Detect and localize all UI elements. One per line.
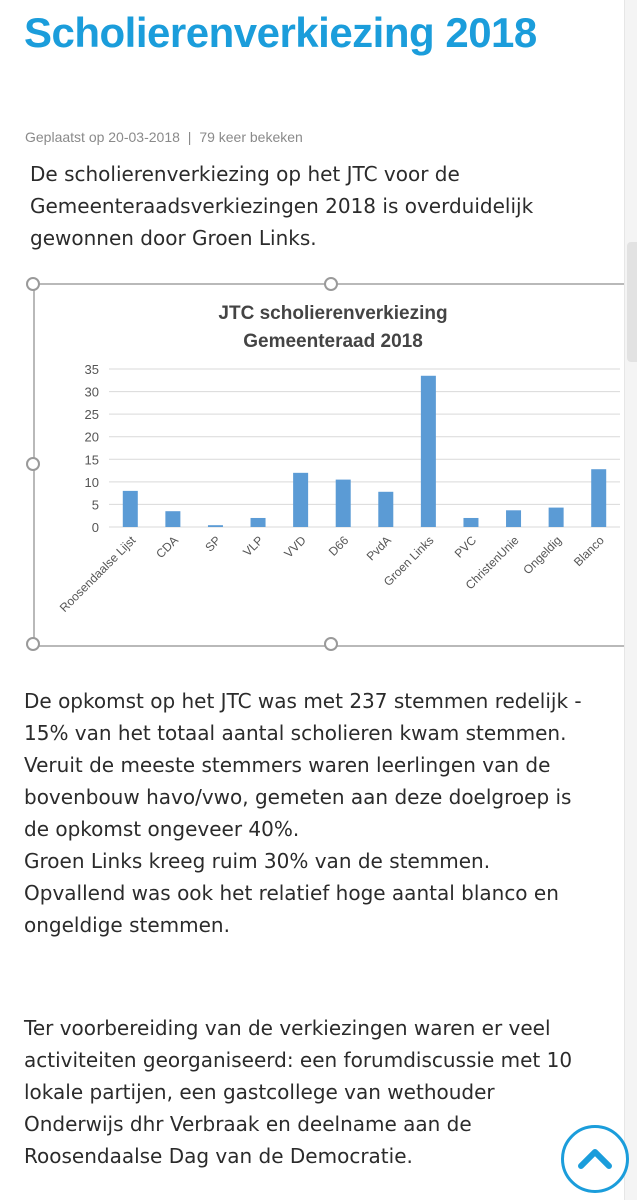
- y-tick-label: 5: [92, 497, 99, 512]
- y-tick-label: 35: [85, 362, 99, 377]
- x-tick-label: SP: [202, 533, 223, 554]
- article-title: Scholierenverkiezing 2018: [24, 9, 537, 56]
- scrollbar-thumb[interactable]: [627, 242, 637, 362]
- posted-date: Geplaatst op 20-03-2018: [25, 129, 180, 145]
- bar-chart: JTC scholierenverkiezing Gemeenteraad 20…: [57, 303, 620, 615]
- y-tick-label: 10: [85, 475, 99, 490]
- bar-ongeldig: [548, 507, 564, 527]
- chart-title: JTC scholierenverkiezing: [218, 303, 447, 324]
- bar-d66: [335, 479, 351, 527]
- x-tick-label: D66: [326, 533, 352, 559]
- x-tick-label: Blanco: [571, 533, 607, 569]
- bar-blanco: [591, 469, 607, 527]
- chevron-up-icon: [578, 1149, 612, 1169]
- resize-handle-top-middle[interactable]: [324, 277, 338, 291]
- chart-frame[interactable]: JTC scholierenverkiezing Gemeenteraad 20…: [33, 283, 634, 647]
- x-tick-label: PVC: [452, 533, 480, 561]
- scrollbar-rail[interactable]: [624, 0, 637, 1200]
- x-tick-label: VLP: [240, 533, 266, 559]
- bar-roosendaalse-lijst: [122, 490, 138, 527]
- y-tick-label: 20: [85, 430, 99, 445]
- y-tick-label: 0: [92, 520, 99, 535]
- resize-handle-bottom-middle[interactable]: [324, 637, 338, 651]
- scroll-to-top-button[interactable]: [561, 1125, 629, 1193]
- y-tick-label: 15: [85, 452, 99, 467]
- bar-pvda: [378, 491, 394, 527]
- bar-vvd: [293, 472, 309, 527]
- resize-handle-top-left[interactable]: [26, 277, 40, 291]
- bar-christenunie: [506, 510, 522, 527]
- meta-separator: |: [187, 129, 192, 145]
- bar-pvc: [463, 517, 479, 527]
- bar-sp: [207, 525, 223, 527]
- article-meta: Geplaatst op 20-03-2018 | 79 keer bekeke…: [25, 129, 303, 145]
- x-tick-label: Ongeldig: [520, 533, 564, 577]
- y-tick-label: 30: [85, 385, 99, 400]
- resize-handle-middle-left[interactable]: [26, 457, 40, 471]
- activities-paragraph: Ter voorbereiding van de verkiezingen wa…: [24, 1016, 573, 1168]
- chart-subtitle: Gemeenteraad 2018: [243, 331, 423, 352]
- bar-groen-links: [420, 375, 436, 527]
- intro-paragraph: De scholierenverkiezing op het JTC voor …: [30, 162, 534, 250]
- x-tick-label: CDA: [153, 533, 181, 561]
- x-tick-label: VVD: [281, 533, 309, 561]
- bar-cda: [165, 511, 181, 527]
- bar-vlp: [250, 517, 266, 527]
- y-tick-label: 25: [85, 407, 99, 422]
- resize-handle-bottom-left[interactable]: [26, 637, 40, 651]
- turnout-paragraph: De opkomst op het JTC was met 237 stemme…: [24, 689, 582, 937]
- x-tick-label: PvdA: [364, 533, 394, 563]
- x-tick-label: Roosendaalse Lijst: [57, 533, 139, 615]
- view-count: 79 keer bekeken: [199, 129, 303, 145]
